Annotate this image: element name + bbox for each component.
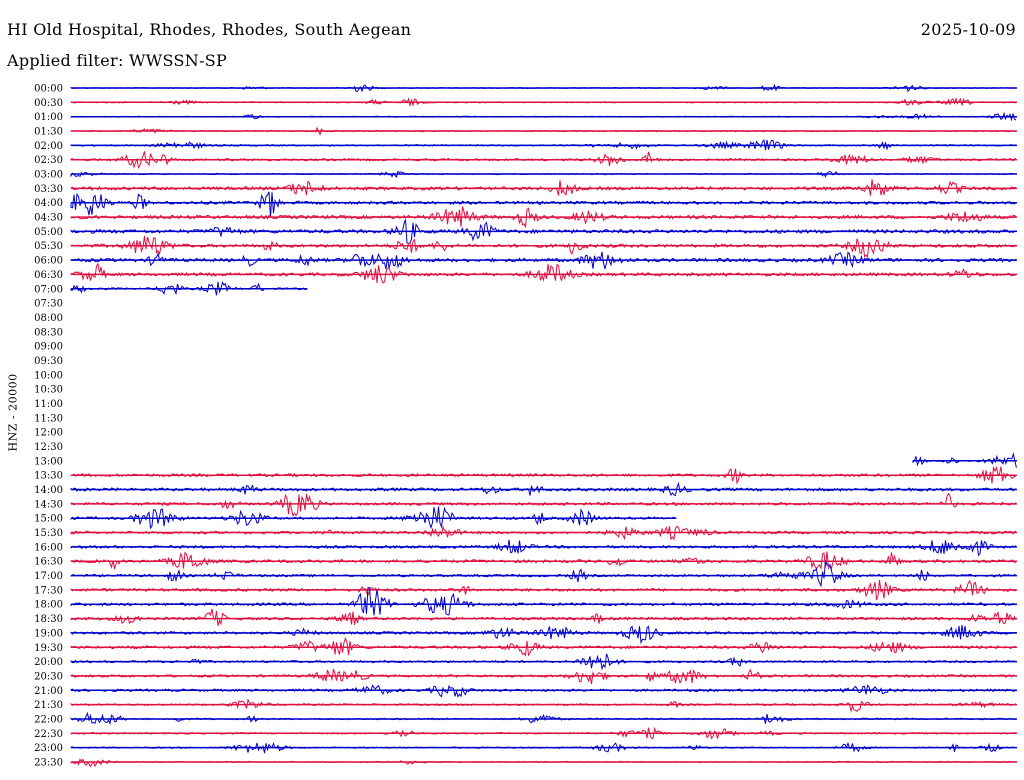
time-label: 08:30 [34, 327, 63, 338]
time-label: 16:30 [34, 557, 63, 568]
time-label: 05:00 [34, 227, 63, 238]
time-label: 08:00 [34, 313, 63, 324]
trace-line [70, 506, 676, 530]
time-label: 06:30 [34, 270, 63, 281]
time-label: 09:00 [34, 342, 63, 353]
trace-line [70, 624, 1017, 645]
time-label: 12:30 [34, 442, 63, 453]
time-label: 07:00 [34, 284, 63, 295]
time-label: 01:00 [34, 112, 63, 123]
time-label: 13:30 [34, 471, 63, 482]
time-label: 01:30 [34, 127, 63, 138]
time-label: 03:00 [34, 170, 63, 181]
trace-line [70, 179, 1017, 196]
time-label: 06:00 [34, 256, 63, 267]
time-label: 04:00 [34, 198, 63, 209]
date-label: 2025-10-09 [920, 20, 1016, 39]
trace-line [70, 698, 1017, 713]
trace-line [70, 758, 1017, 768]
time-label: 16:00 [34, 542, 63, 553]
time-label: 05:30 [34, 241, 63, 252]
time-label: 04:30 [34, 213, 63, 224]
time-label: 18:00 [34, 600, 63, 611]
time-label: 14:30 [34, 499, 63, 510]
time-label: 22:30 [34, 729, 63, 740]
station-title: HI Old Hospital, Rhodes, Rhodes, South A… [7, 20, 412, 39]
time-label: 02:00 [34, 141, 63, 152]
time-label: 03:30 [34, 184, 63, 195]
trace-line [70, 262, 1017, 284]
time-label: 13:00 [34, 456, 63, 467]
time-label: 10:30 [34, 385, 63, 396]
trace-line [70, 191, 1017, 218]
time-label: 19:00 [34, 628, 63, 639]
time-label: 15:30 [34, 528, 63, 539]
time-label: 15:00 [34, 514, 63, 525]
time-label: 00:00 [34, 84, 63, 95]
time-label: 21:30 [34, 700, 63, 711]
time-label: 07:30 [34, 299, 63, 310]
time-label: 11:00 [34, 399, 63, 410]
time-label: 22:00 [34, 714, 63, 725]
trace-line [70, 219, 1017, 245]
time-label: 21:00 [34, 686, 63, 697]
time-label: 00:30 [34, 98, 63, 109]
time-label: 10:00 [34, 370, 63, 381]
time-label: 02:30 [34, 155, 63, 166]
time-label: 17:30 [34, 585, 63, 596]
time-label: 23:00 [34, 743, 63, 754]
time-label: 09:30 [34, 356, 63, 367]
time-label: 12:00 [34, 428, 63, 439]
time-label: 11:30 [34, 413, 63, 424]
trace-line [70, 492, 1017, 517]
time-label: 20:30 [34, 671, 63, 682]
time-label: 17:00 [34, 571, 63, 582]
time-label: 19:30 [34, 643, 63, 654]
filter-label: Applied filter: WWSSN-SP [7, 51, 228, 70]
trace-line [70, 560, 1017, 588]
time-label: 23:30 [34, 757, 63, 768]
time-label: 14:00 [34, 485, 63, 496]
time-label: 20:00 [34, 657, 63, 668]
trace-line [70, 551, 1017, 571]
time-label: 18:30 [34, 614, 63, 625]
trace-line [70, 608, 1017, 626]
